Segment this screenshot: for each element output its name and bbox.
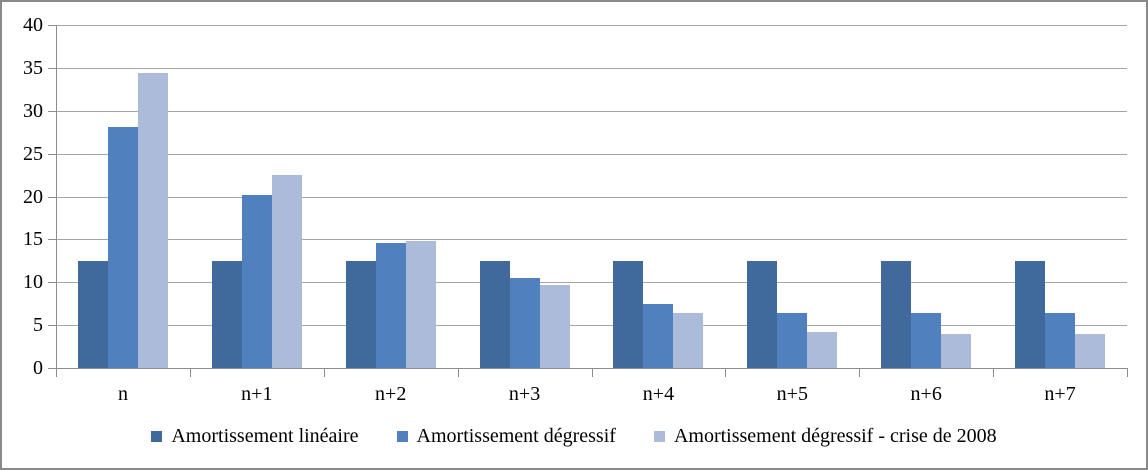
gridline xyxy=(56,110,1127,112)
x-axis-tick xyxy=(993,368,995,377)
bar xyxy=(211,260,242,368)
x-axis-tick xyxy=(725,368,727,377)
x-category-label: n+2 xyxy=(375,383,407,405)
bar xyxy=(345,260,376,368)
bar xyxy=(613,260,644,368)
y-tick-label: 30 xyxy=(23,99,43,122)
x-category-label: n+5 xyxy=(776,383,808,405)
x-axis-tick xyxy=(859,368,861,377)
y-axis-tick xyxy=(48,110,56,112)
gridline xyxy=(56,25,1127,26)
gridline xyxy=(56,196,1127,198)
legend-swatch-icon xyxy=(396,431,408,442)
bar xyxy=(241,194,272,368)
legend-item: Amortissement dégressif - crise de 2008 xyxy=(653,425,997,448)
y-axis-tick xyxy=(48,67,56,69)
y-axis-tick xyxy=(48,282,56,284)
gridline xyxy=(56,239,1127,241)
gridline xyxy=(56,325,1127,327)
bar xyxy=(881,260,912,368)
bar xyxy=(911,313,942,368)
bar xyxy=(375,243,406,368)
gridline xyxy=(56,67,1127,69)
y-axis-tick xyxy=(48,368,56,369)
x-axis-tick xyxy=(1127,368,1128,377)
x-category-label: n+3 xyxy=(508,383,541,405)
bar xyxy=(539,284,570,368)
legend-item: Amortissement linéaire xyxy=(151,425,359,448)
x-axis-tick xyxy=(591,368,593,377)
bar xyxy=(271,174,302,368)
legend-label: Amortissement linéaire xyxy=(171,425,359,447)
y-tick-label: 15 xyxy=(23,228,43,251)
bar xyxy=(777,313,808,368)
bar xyxy=(107,126,138,368)
y-tick-label: 25 xyxy=(23,142,43,165)
legend-item: Amortissement dégressif xyxy=(396,425,616,448)
gridline xyxy=(56,153,1127,155)
y-axis-tick xyxy=(48,25,56,26)
legend-label: Amortissement dégressif xyxy=(416,425,616,447)
legend-swatch-icon xyxy=(653,431,665,442)
bar xyxy=(747,260,778,368)
x-axis-tick xyxy=(457,368,459,377)
y-axis-line xyxy=(56,25,57,377)
x-category-label: n+4 xyxy=(642,383,675,405)
y-tick-label: 0 xyxy=(33,357,43,379)
y-axis-tick xyxy=(48,325,56,327)
bar xyxy=(673,313,704,368)
bar xyxy=(1015,260,1046,368)
bar xyxy=(479,260,510,368)
y-tick-label: 5 xyxy=(33,314,43,337)
bar xyxy=(77,260,108,368)
legend-swatch-icon xyxy=(151,431,163,442)
y-tick-label: 40 xyxy=(23,14,43,36)
x-axis-line xyxy=(56,368,1127,369)
x-axis-tick xyxy=(189,368,191,377)
x-axis-tick xyxy=(323,368,325,377)
legend-label: Amortissement dégressif - crise de 2008 xyxy=(673,425,997,447)
y-tick-label: 10 xyxy=(23,271,43,294)
x-category-label: n+1 xyxy=(241,383,273,405)
bar xyxy=(1075,333,1106,368)
bar xyxy=(643,303,674,368)
x-category-label: n+6 xyxy=(910,383,942,405)
legend: Amortissement linéaire Amortissement dég… xyxy=(2,425,1146,448)
x-category-label: n+7 xyxy=(1044,383,1076,405)
y-axis-tick xyxy=(48,239,56,241)
bar xyxy=(137,73,168,368)
bar xyxy=(941,333,972,368)
y-tick-label: 20 xyxy=(23,185,43,208)
bar xyxy=(509,278,540,368)
bar xyxy=(1045,313,1076,368)
bar xyxy=(405,241,436,368)
y-axis-tick xyxy=(48,153,56,155)
y-tick-label: 35 xyxy=(23,56,43,79)
y-axis-tick xyxy=(48,196,56,198)
x-category-label: n xyxy=(117,383,128,405)
gridline xyxy=(56,282,1127,284)
bar xyxy=(807,332,838,368)
